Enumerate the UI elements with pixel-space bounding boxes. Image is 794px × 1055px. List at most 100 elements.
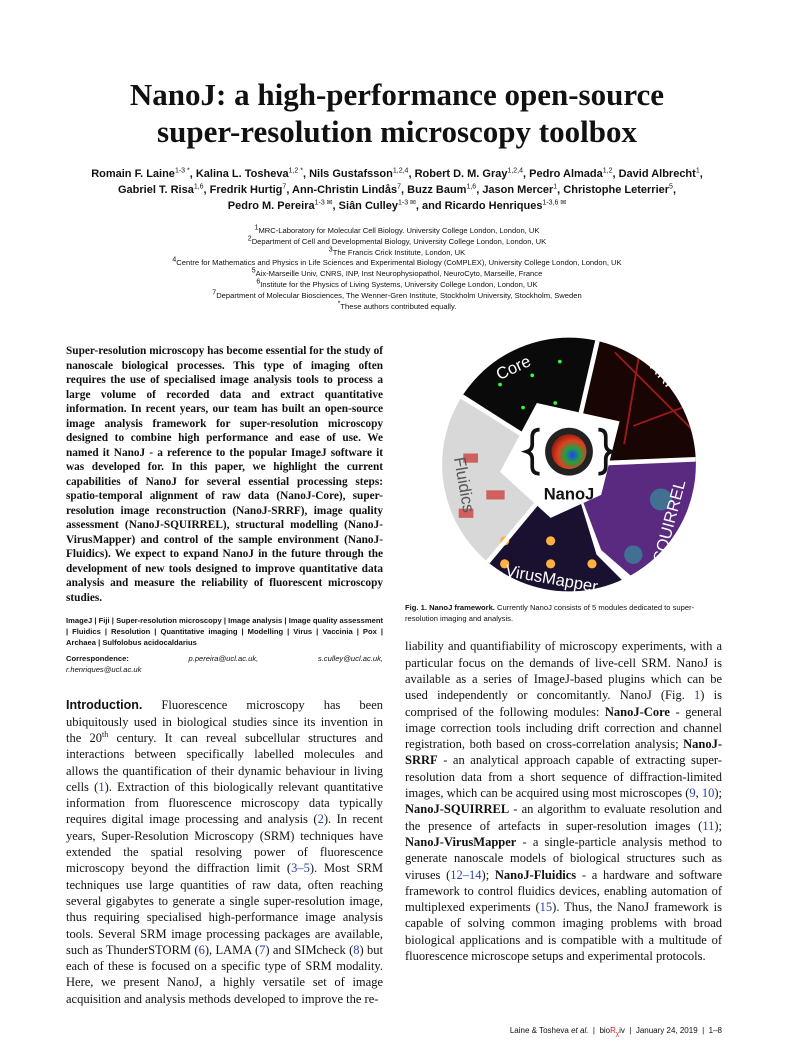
author-affiliation-marks: 1,2,4 [507,167,524,175]
author-affiliation-marks: 1,6 [466,183,477,191]
affiliation-text: Department of Molecular Biosciences, The… [216,290,582,300]
citation-link[interactable]: 8 [353,942,360,957]
author-name: Ann-Christin Lindås [292,184,398,196]
author-list: Romain F. Laine1-3 *, Kalina L. Tosheva1… [91,167,703,212]
correspondence-label: Correspondence: [66,654,129,664]
author-affiliation-marks: 1-3 ✉ [314,199,333,207]
right-column: NanoJ Core SRRF SQUIRREL VirusMapper Flu… [405,334,722,1007]
author-name: Christophe Leterrier [563,184,670,196]
caption-label: Fig. 1. [405,603,427,613]
separator: | [702,1026,705,1036]
affiliation: *These authors contributed equally. [60,300,734,313]
journal-name-part: iv [619,1026,625,1036]
two-column-body: Super-resolution microscopy has become e… [66,334,722,1007]
module-name: NanoJ-SRRF [405,737,722,768]
text-run: ); [481,867,495,882]
citation-link[interactable]: 1 [694,688,701,703]
module-name: NanoJ-SQUIRREL [405,802,510,817]
separator: | [592,1026,595,1036]
author-name: Romain F. Laine [91,168,175,180]
affiliation-number: 1 [254,224,259,232]
author-name: Robert D. M. Gray [414,168,508,180]
text-run: ). Extraction of this biologically relev… [66,779,383,827]
paper-title: NanoJ: a high-performance open-source su… [0,76,794,150]
text-run: ). Most SRM techniques use large quantit… [66,861,383,957]
citation-link[interactable]: 1 [98,779,105,794]
citation-link[interactable]: 3–5 [291,861,310,876]
text-run: ); [714,818,722,833]
page-footer: Laine & Tosheva et al. | bioRχiv | Janua… [406,1007,722,1038]
citation-link[interactable]: 15 [539,900,553,915]
affiliation: 1MRC-Laboratory for Molecular Cell Biolo… [60,224,734,237]
citation-link[interactable]: 2 [317,812,324,827]
email-link[interactable]: p.pereira@ucl.ac.uk, [188,654,259,664]
affiliation-number: 6 [256,278,261,286]
text-run: - general image correction tools includi… [405,704,722,752]
figure-caption: Fig. 1. NanoJ framework. Currently NanoJ… [405,602,722,624]
correspondence: Correspondence: p.pereira@ucl.ac.uk, s.c… [66,653,383,675]
affiliation-text: Institute for the Physics of Living Syst… [260,279,538,289]
author-name: Pedro M. Pereira [227,200,315,212]
affiliation: 5Aix-Marseille Univ, CNRS, INP, Inst Neu… [60,268,734,280]
center-label: NanoJ [544,485,595,504]
affiliation-text: Department of Cell and Developmental Bio… [251,236,547,246]
author-affiliation-marks: 1-3 * [174,167,190,175]
abstract: Super-resolution microscopy has become e… [66,345,383,604]
text-run: ) but each of these is focused on a spec… [66,942,383,1006]
text-run: ), LAMA ( [204,942,260,957]
citation-link[interactable]: 12–14 [450,867,482,882]
author-affiliation-marks: 7 [282,183,287,191]
module-name: NanoJ-Fluidics [494,867,577,882]
citation-link[interactable]: 10 [701,786,715,801]
title-line: super-resolution microscopy toolbox [157,114,637,149]
affiliation-number: * [337,300,341,308]
affiliation: 4Centre for Mathematics and Physics in L… [60,256,734,269]
text-run: - an analytical approach capable of extr… [405,753,722,801]
author-name: Pedro Almada [529,168,603,180]
citation-link[interactable]: 6 [198,942,205,957]
keywords: ImageJ | Fiji | Super-resolution microsc… [66,616,383,648]
author-affiliation-marks: 1-3 ✉ [397,199,416,207]
footer-date: January 24, 2019 [635,1026,698,1036]
affiliation-text: The Francis Crick Institute, London, UK [332,247,466,257]
affiliation-number: 3 [328,246,333,254]
affiliation-text: Aix-Marseille Univ, CNRS, INP, Inst Neur… [255,269,543,279]
superscript: th [102,729,109,739]
author-name: Kalina L. Tosheva [195,168,289,180]
text-run: - a single-particle analysis method to g… [405,834,722,882]
author-name: Fredrik Hurtig [209,184,283,196]
author-affiliation-marks: 1-3,6 ✉ [542,199,567,207]
citation-link[interactable]: 9 [689,786,696,801]
author-affiliation-marks: 5 [669,183,673,191]
footer-authors: Laine & Tosheva [509,1026,569,1036]
author-affiliation-marks: 7 [397,183,402,191]
caption-title: NanoJ framework. [429,603,495,613]
journal-name: bioRχiv [599,1026,625,1038]
introduction-text: Introduction. Fluorescence microscopy ha… [66,697,383,1007]
affiliation: 6Institute for the Physics of Living Sys… [60,278,734,291]
citation-link[interactable]: 11 [702,818,715,833]
affiliation: 3The Francis Crick Institute, London, UK [60,246,734,259]
email-link[interactable]: s.culley@ucl.ac.uk, [317,654,383,664]
author-name: Gabriel T. Risa [118,184,194,196]
title-line: NanoJ: a high-performance open-source [129,77,665,112]
affiliation-list: 1MRC-Laboratory for Molecular Cell Biolo… [60,224,734,313]
footer-etal: et al. [571,1026,589,1036]
email-link[interactable]: r.henriques@ucl.ac.uk [66,665,142,675]
author-name: Nils Gustafsson [309,168,393,180]
author-name: Siân Culley [338,200,398,212]
separator: | [629,1026,632,1036]
author-affiliation-marks: 1,6 [193,183,204,191]
citation-link[interactable]: 7 [259,942,266,957]
module-name: NanoJ-VirusMapper [405,834,517,849]
section-heading: Introduction. [66,698,143,713]
affiliation-text: MRC-Laboratory for Molecular Cell Biolog… [258,226,540,235]
text-run: ). In recent years, Super-Resolution Mic… [66,812,383,876]
affiliation-number: 4 [172,256,177,264]
text-run: ) is comprised of the following modules: [405,688,722,719]
text-run: century. It can reveal subcellular struc… [66,730,383,794]
caption-text: Currently NanoJ consists of 5 modules de… [405,603,695,624]
affiliation: 2Department of Cell and Developmental Bi… [60,235,734,248]
author-name: Buzz Baum [407,184,467,196]
